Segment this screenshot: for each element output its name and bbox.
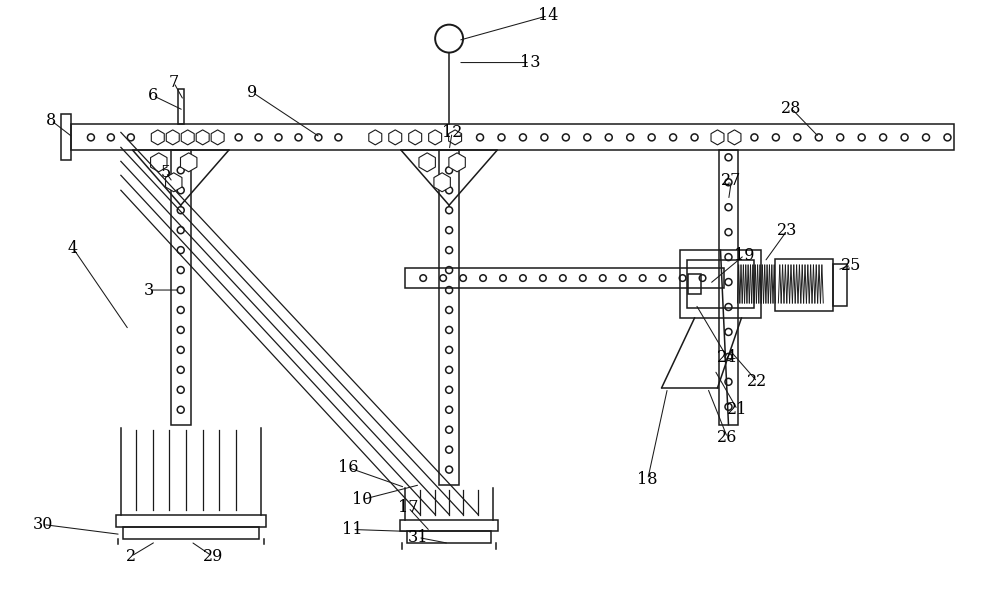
Text: 9: 9 <box>247 84 258 101</box>
Bar <box>61 115 71 160</box>
Bar <box>439 150 459 484</box>
Text: 17: 17 <box>398 499 418 516</box>
Bar <box>407 531 491 544</box>
Bar <box>680 250 761 318</box>
Bar <box>405 268 724 288</box>
Text: 30: 30 <box>33 516 53 533</box>
Text: 8: 8 <box>46 112 56 129</box>
Text: 12: 12 <box>442 124 462 141</box>
Text: 16: 16 <box>338 459 359 476</box>
Bar <box>178 90 184 124</box>
Text: 3: 3 <box>144 282 154 298</box>
Text: 13: 13 <box>520 54 540 71</box>
Bar <box>833 264 847 306</box>
Text: 2: 2 <box>126 548 136 565</box>
Bar <box>688 274 701 294</box>
Text: 25: 25 <box>841 257 861 274</box>
Bar <box>171 150 191 425</box>
Text: 4: 4 <box>68 240 78 257</box>
Bar <box>123 528 259 539</box>
Text: 6: 6 <box>148 87 158 104</box>
Bar <box>71 124 954 150</box>
Text: 23: 23 <box>777 221 798 239</box>
Text: 26: 26 <box>717 429 738 446</box>
Text: 31: 31 <box>408 529 428 546</box>
Text: 27: 27 <box>721 172 742 188</box>
Text: 14: 14 <box>538 7 558 24</box>
Text: 18: 18 <box>637 471 658 488</box>
Text: 11: 11 <box>342 521 363 538</box>
Text: 5: 5 <box>161 164 171 181</box>
Text: 21: 21 <box>727 401 748 418</box>
Text: 28: 28 <box>781 100 802 117</box>
Bar <box>400 520 498 531</box>
Text: 10: 10 <box>352 491 373 508</box>
Bar <box>116 514 266 528</box>
Bar <box>687 260 754 308</box>
Text: 19: 19 <box>734 246 755 264</box>
Text: 29: 29 <box>202 548 223 565</box>
Text: 24: 24 <box>717 350 738 367</box>
Bar <box>719 150 738 425</box>
Text: 22: 22 <box>747 373 768 390</box>
Text: 7: 7 <box>169 74 179 91</box>
Bar <box>775 259 833 311</box>
